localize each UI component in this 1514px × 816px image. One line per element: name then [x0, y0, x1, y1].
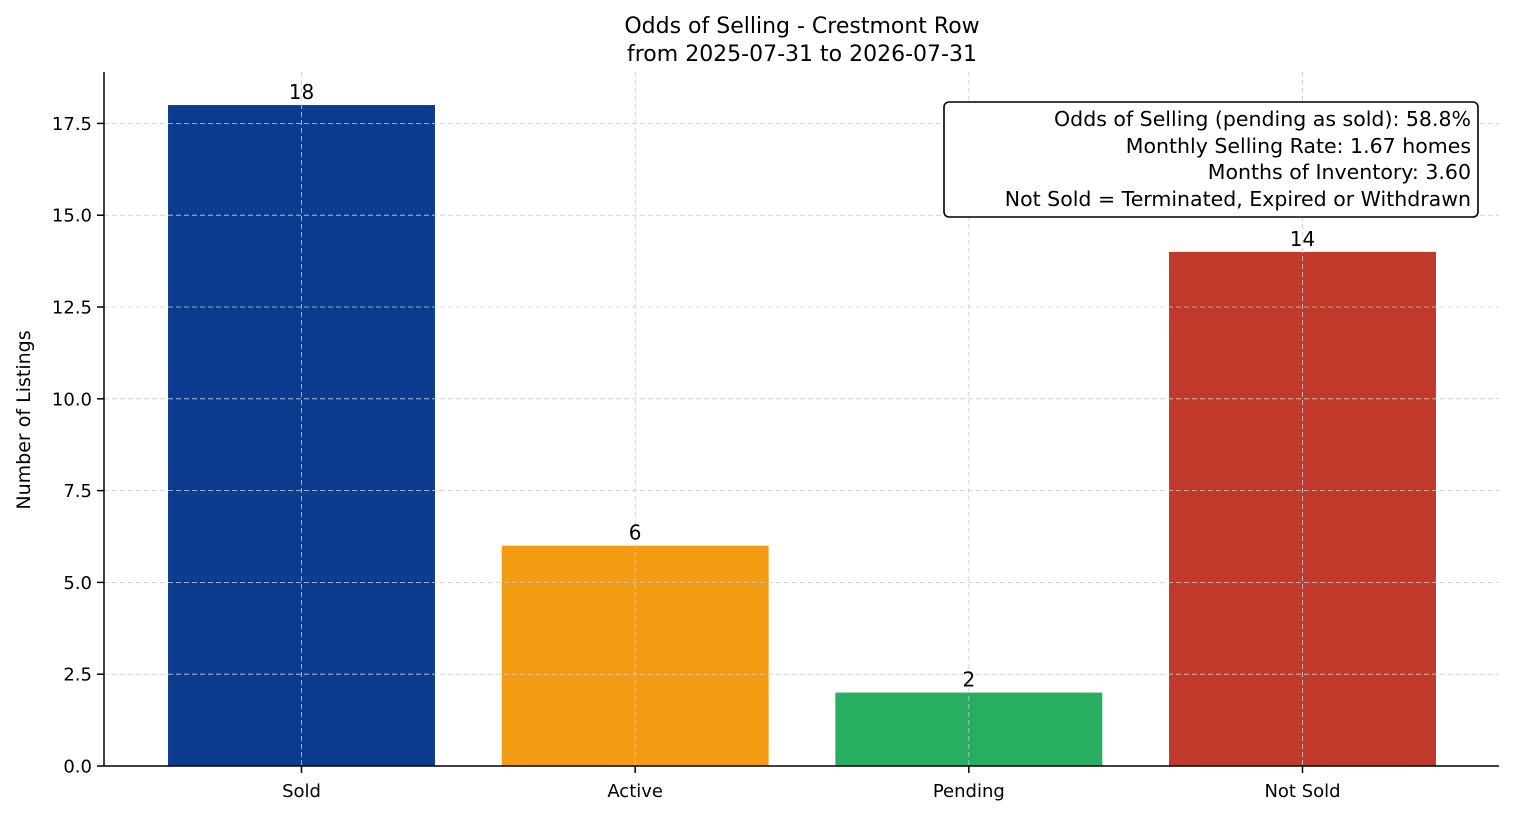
grid-lines — [104, 72, 1499, 766]
value-labels: 18 6 2 14 — [289, 80, 1315, 692]
y-tick-label-7: 17.5 — [52, 114, 92, 135]
y-ticks: 0.0 2.5 5.0 7.5 10.0 12.5 15.0 17.5 — [52, 114, 104, 778]
stats-box: Odds of Selling (pending as sold): 58.8%… — [943, 101, 1479, 218]
y-tick-label-2: 5.0 — [63, 573, 92, 594]
y-tick-label-3: 7.5 — [63, 481, 92, 502]
x-tick-label-pending: Pending — [933, 781, 1005, 802]
axes — [103, 72, 1499, 767]
value-label-not-sold: 14 — [1290, 227, 1315, 251]
stats-line-rate: Monthly Selling Rate: 1.67 homes — [1126, 134, 1471, 158]
chart-title-line1: Odds of Selling - Crestmont Row — [624, 14, 979, 39]
y-tick-label-0: 0.0 — [63, 757, 92, 778]
value-label-active: 6 — [629, 521, 642, 545]
value-label-pending: 2 — [962, 668, 975, 692]
y-tick-label-5: 12.5 — [52, 298, 92, 319]
chart-title-line2: from 2025-07-31 to 2026-07-31 — [627, 42, 977, 67]
x-tick-label-sold: Sold — [282, 781, 321, 802]
stats-line-inventory: Months of Inventory: 3.60 — [1208, 160, 1471, 184]
y-tick-label-6: 15.0 — [52, 206, 92, 227]
stats-line-odds: Odds of Selling (pending as sold): 58.8% — [1054, 107, 1471, 131]
x-tick-label-not-sold: Not Sold — [1264, 781, 1340, 802]
y-tick-label-1: 2.5 — [63, 665, 92, 686]
x-ticks: Sold Active Pending Not Sold — [282, 766, 1341, 802]
stats-line-definition: Not Sold = Terminated, Expired or Withdr… — [1005, 187, 1471, 211]
stats-box-frame — [943, 101, 1479, 218]
y-axis-label: Number of Listings — [13, 330, 35, 509]
value-label-sold: 18 — [289, 80, 314, 104]
y-tick-label-4: 10.0 — [52, 389, 92, 410]
x-tick-label-active: Active — [607, 781, 663, 802]
